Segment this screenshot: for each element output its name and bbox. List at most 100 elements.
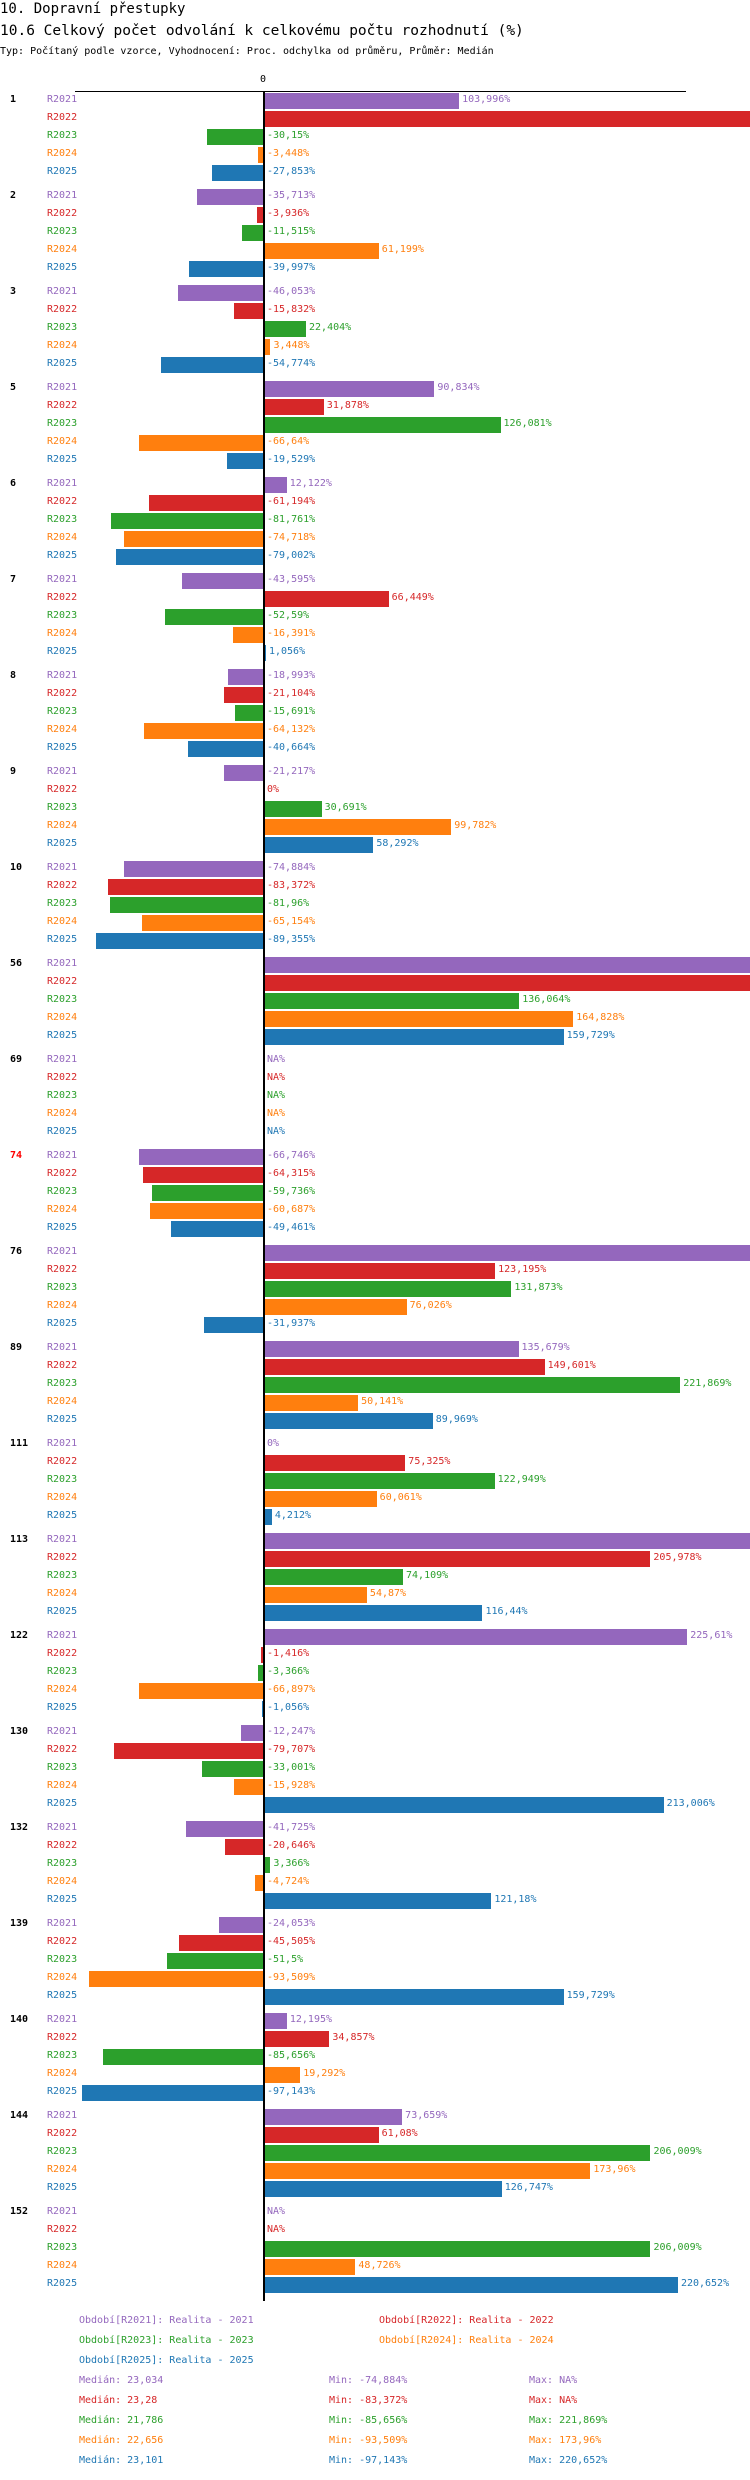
- data-label: 0%: [267, 784, 280, 795]
- bar: [264, 2109, 403, 2125]
- data-label: -81,761%: [267, 514, 316, 525]
- data-label: 48,726%: [358, 2260, 401, 2271]
- group-label: 56: [10, 958, 23, 969]
- bar: [264, 591, 389, 607]
- series-label: R2021: [47, 1342, 78, 1353]
- data-label: 31,878%: [326, 400, 369, 411]
- stat-max: Max: NA%: [529, 2395, 578, 2406]
- bar: [185, 1821, 264, 1837]
- data-label: 60,061%: [379, 1492, 422, 1503]
- series-label: R2022: [47, 496, 78, 507]
- stat-median: Medián: 23,034: [79, 2375, 164, 2386]
- series-label: R2022: [47, 1648, 78, 1659]
- series-label: R2021: [47, 574, 78, 585]
- data-label: 221,869%: [683, 1378, 732, 1389]
- series-label: R2022: [47, 2128, 78, 2139]
- series-label: R2021: [47, 670, 78, 681]
- legend-entry: Období[R2023]: Realita - 2023: [79, 2335, 254, 2346]
- series-label: R2023: [47, 1762, 78, 1773]
- series-label: R2025: [47, 934, 78, 945]
- data-label: -3,936%: [267, 208, 310, 219]
- data-label: 61,199%: [381, 244, 424, 255]
- series-label: R2021: [47, 286, 78, 297]
- data-label: -12,247%: [267, 1726, 316, 1737]
- series-label: R2025: [47, 1798, 78, 1809]
- series-label: R2024: [47, 2260, 78, 2271]
- series-label: R2022: [47, 1840, 78, 1851]
- data-label: -64,132%: [267, 724, 316, 735]
- series-label: R2022: [47, 304, 78, 315]
- data-label: 3,366%: [273, 1858, 310, 1869]
- data-label: 4,212%: [274, 1510, 312, 1521]
- bar: [138, 1149, 264, 1165]
- data-label: 89,969%: [435, 1414, 478, 1425]
- data-label: 135,679%: [521, 1342, 570, 1353]
- bar: [264, 1281, 512, 1297]
- stat-min: Min: -93,509%: [329, 2435, 408, 2446]
- data-label: -3,366%: [267, 1666, 310, 1677]
- data-label: -66,64%: [267, 436, 310, 447]
- series-label: R2024: [47, 436, 78, 447]
- bar: [264, 381, 435, 397]
- stat-min: Min: -85,656%: [329, 2415, 408, 2426]
- group-label: 122: [10, 1630, 29, 1641]
- data-label: 74,109%: [406, 1570, 449, 1581]
- series-label: R2025: [47, 1414, 78, 1425]
- legend-entry: Období[R2021]: Realita - 2021: [79, 2315, 254, 2326]
- series-label: R2023: [47, 130, 78, 141]
- series-label: R2022: [47, 1072, 78, 1083]
- bar: [182, 573, 264, 589]
- group-label: 2: [10, 190, 17, 201]
- bar: [141, 915, 264, 931]
- bar: [110, 897, 264, 913]
- bar: [228, 669, 264, 685]
- series-label: R2022: [47, 784, 78, 795]
- bar: [188, 261, 264, 277]
- bar-overflow: [264, 957, 750, 973]
- bar: [264, 1029, 564, 1045]
- data-label: NA%: [267, 1072, 286, 1083]
- stat-median: Medián: 23,28: [79, 2395, 158, 2406]
- data-label: 116,44%: [485, 1606, 528, 1617]
- bar: [264, 1797, 664, 1813]
- series-label: R2024: [47, 1780, 78, 1791]
- bar: [165, 609, 264, 625]
- series-label: R2022: [47, 2224, 78, 2235]
- data-label: -64,315%: [267, 1168, 316, 1179]
- series-label: R2023: [47, 1090, 78, 1101]
- series-label: R2021: [47, 2110, 78, 2121]
- series-label: R2024: [47, 244, 78, 255]
- data-label: 136,064%: [522, 994, 571, 1005]
- bar: [187, 741, 264, 757]
- bar: [264, 1473, 495, 1489]
- stat-median: Medián: 23,101: [79, 2455, 164, 2466]
- series-label: R2021: [47, 958, 78, 969]
- data-label: -49,461%: [267, 1222, 316, 1233]
- page-title: 10. Dopravní přestupky: [0, 1, 186, 17]
- bar: [171, 1221, 264, 1237]
- series-label: R2025: [47, 1126, 78, 1137]
- data-label: -15,691%: [267, 706, 316, 717]
- group-label: 5: [10, 382, 17, 393]
- bar: [264, 1341, 519, 1357]
- data-label: -85,656%: [267, 2050, 316, 2061]
- data-label: 76,026%: [409, 1300, 452, 1311]
- bar: [234, 303, 264, 319]
- series-label: R2021: [47, 862, 78, 873]
- data-label: 205,978%: [653, 1552, 702, 1563]
- data-label: NA%: [267, 2224, 286, 2235]
- bar: [149, 495, 264, 511]
- series-label: R2024: [47, 1396, 78, 1407]
- chart-description: Typ: Počítaný podle vzorce, Vyhodnocení:…: [0, 46, 494, 57]
- bar: [96, 933, 264, 949]
- data-label: -11,515%: [267, 226, 316, 237]
- data-label: 159,729%: [566, 1030, 615, 1041]
- data-label: 103,996%: [462, 94, 511, 105]
- bar: [264, 2163, 591, 2179]
- data-label: 121,18%: [494, 1894, 537, 1905]
- bar: [264, 1491, 377, 1507]
- series-label: R2024: [47, 1588, 78, 1599]
- series-label: R2022: [47, 1744, 78, 1755]
- data-label: 131,873%: [514, 1282, 563, 1293]
- series-label: R2024: [47, 532, 78, 543]
